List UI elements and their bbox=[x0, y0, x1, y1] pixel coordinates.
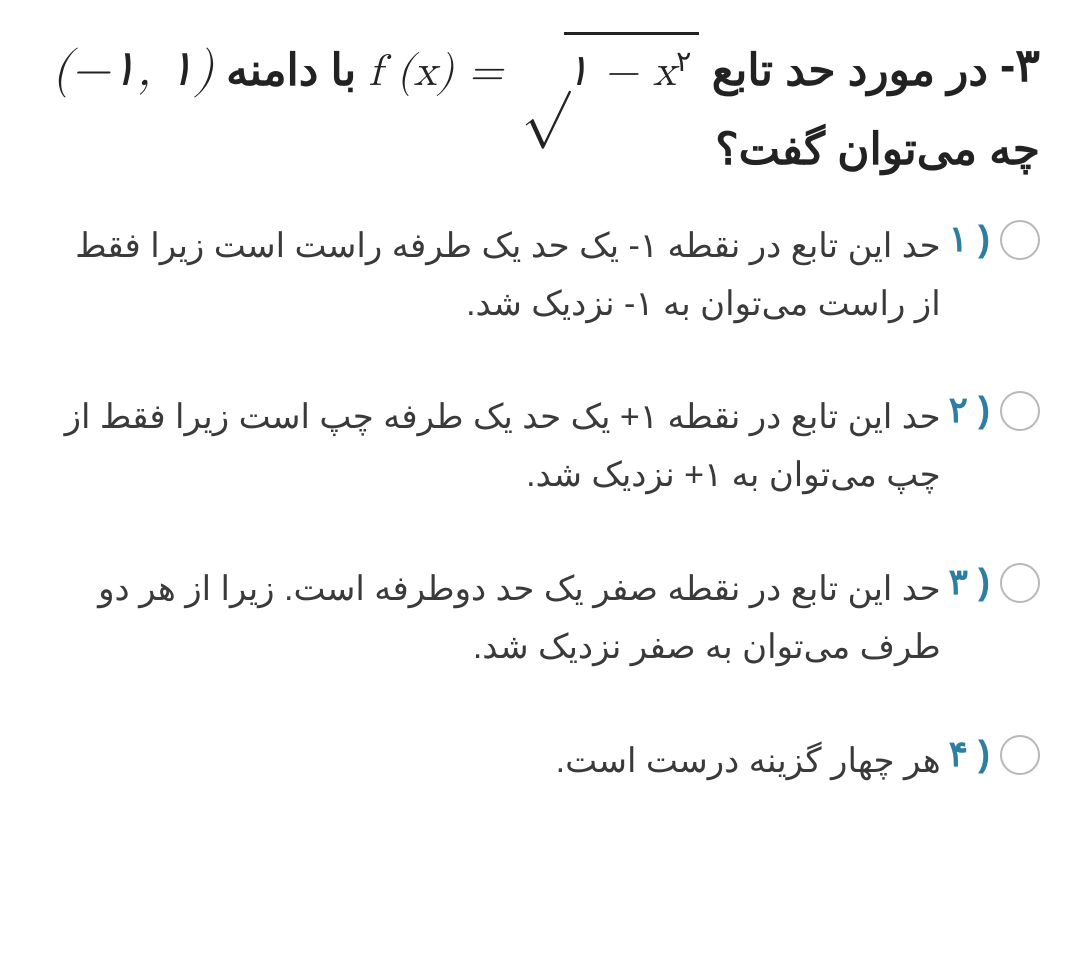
formula-radicand: ۱ − x bbox=[566, 50, 676, 94]
option-number: ۳ ) bbox=[949, 561, 990, 603]
radio-icon[interactable] bbox=[1000, 735, 1040, 775]
question-text-pre: در مورد حد تابع bbox=[712, 46, 988, 95]
question-text-mid: با دامنه bbox=[226, 46, 356, 95]
formula-fx: f (x) = √۱ − x۲ bbox=[368, 32, 699, 110]
domain-interval: (−۱, ۱) bbox=[52, 28, 214, 113]
option-number: ۴ ) bbox=[949, 733, 990, 775]
radio-icon[interactable] bbox=[1000, 220, 1040, 260]
option-text: حد این تابع در نقطه ۱+ یک حد یک طرفه چپ … bbox=[40, 389, 941, 505]
option-text: حد این تابع در نقطه صفر یک حد دوطرفه است… bbox=[40, 561, 941, 677]
radical-icon: √ bbox=[521, 47, 569, 105]
option-number: ۲ ) bbox=[949, 389, 990, 431]
question-stem: -۳ در مورد حد تابع f (x) = √۱ − x۲ با دا… bbox=[40, 28, 1040, 188]
option-2[interactable]: ۲ ) حد این تابع در نقطه ۱+ یک حد یک طرفه… bbox=[40, 389, 1040, 505]
option-4[interactable]: ۴ ) هر چهار گزینه درست است. bbox=[40, 733, 1040, 791]
option-1[interactable]: ۱ ) حد این تابع در نقطه ۱- یک حد یک طرفه… bbox=[40, 218, 1040, 334]
question-text-post: چه می‌توان گفت؟ bbox=[715, 125, 1040, 174]
formula-lhs: f (x) = bbox=[368, 50, 517, 94]
formula-exponent: ۲ bbox=[676, 48, 691, 77]
option-number: ۱ ) bbox=[949, 218, 990, 260]
option-text: حد این تابع در نقطه ۱- یک حد یک طرفه راس… bbox=[40, 218, 941, 334]
radio-icon[interactable] bbox=[1000, 563, 1040, 603]
question-block: -۳ در مورد حد تابع f (x) = √۱ − x۲ با دا… bbox=[40, 28, 1040, 790]
option-text: هر چهار گزینه درست است. bbox=[40, 733, 941, 791]
options-list: ۱ ) حد این تابع در نقطه ۱- یک حد یک طرفه… bbox=[40, 218, 1040, 791]
question-number: -۳ bbox=[1000, 26, 1040, 104]
radio-icon[interactable] bbox=[1000, 391, 1040, 431]
formula-sqrt: √۱ − x۲ bbox=[517, 32, 699, 110]
option-3[interactable]: ۳ ) حد این تابع در نقطه صفر یک حد دوطرفه… bbox=[40, 561, 1040, 677]
